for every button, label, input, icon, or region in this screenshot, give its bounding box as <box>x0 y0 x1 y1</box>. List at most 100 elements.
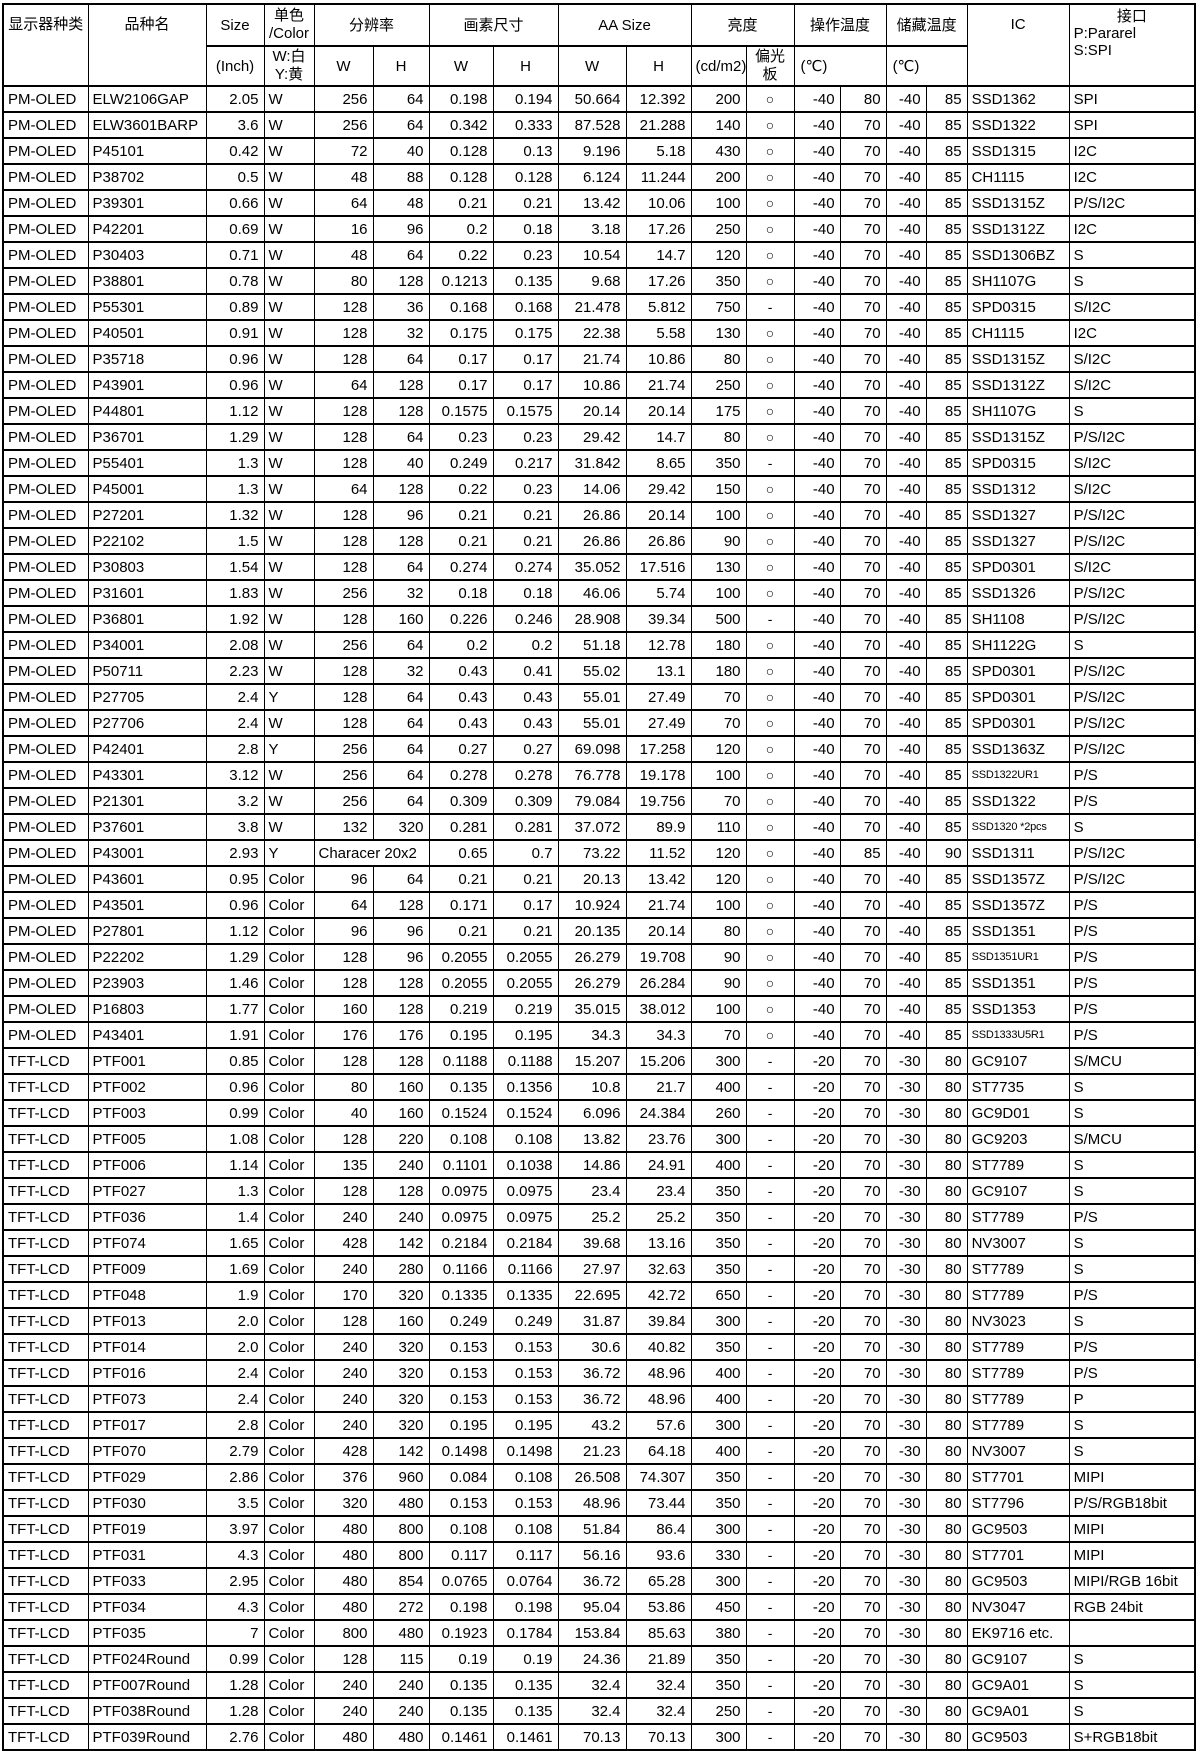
cell-polarizer: ○ <box>745 345 795 373</box>
cell-interface: RGB 24bit <box>1068 1593 1196 1621</box>
table-row: TFT-LCD PTF073 2.4 Color 240 320 0.153 0.153 36.… <box>2 1385 1196 1413</box>
cell-resolution-h: 88 <box>372 163 430 191</box>
cell-aa-w: 32.4 <box>557 1671 627 1699</box>
cell-product-name: P27801 <box>87 917 207 945</box>
cell-product-name: ELW2106GAP <box>87 85 207 113</box>
cell-op-temp-high: 70 <box>839 865 887 893</box>
cell-display-type: PM-OLED <box>2 839 89 867</box>
table-row: TFT-LCD PTF003 0.99 Color 40 160 0.1524 0.1524 6… <box>2 1099 1196 1127</box>
cell-polarizer: ○ <box>745 683 795 711</box>
cell-resolution-h: 480 <box>372 1619 430 1647</box>
cell-aa-h: 48.96 <box>625 1359 692 1387</box>
cell-st-temp-high: 85 <box>925 345 968 373</box>
cell-display-type: PM-OLED <box>2 943 89 971</box>
cell-st-temp-high: 80 <box>925 1099 968 1127</box>
cell-luminance: 120 <box>690 241 747 269</box>
cell-interface: S <box>1068 1151 1196 1179</box>
cell-pixel-w: 0.0765 <box>428 1567 494 1595</box>
cell-interface: S/I2C <box>1068 475 1196 503</box>
display-spec-table: 显示器种类 品种名 Size 单色/Color 分辨率 画素尺寸 AA Size… <box>2 3 1197 1751</box>
cell-luminance: 90 <box>690 527 747 555</box>
cell-pixel-w: 0.1575 <box>428 397 494 425</box>
cell-op-temp-high: 70 <box>839 787 887 815</box>
cell-st-temp-low: -40 <box>885 579 927 607</box>
cell-aa-w: 26.279 <box>557 943 627 971</box>
cell-aa-w: 35.015 <box>557 995 627 1023</box>
cell-display-type: TFT-LCD <box>2 1073 89 1101</box>
cell-op-temp-low: -40 <box>793 969 841 997</box>
cell-resolution-w: 135 <box>313 1151 374 1179</box>
cell-op-temp-low: -40 <box>793 475 841 503</box>
cell-aa-w: 36.72 <box>557 1359 627 1387</box>
cell-st-temp-high: 85 <box>925 241 968 269</box>
cell-polarizer: ○ <box>745 527 795 555</box>
cell-luminance: 140 <box>690 111 747 139</box>
cell-product-name: P39301 <box>87 189 207 217</box>
cell-resolution-h: 64 <box>372 735 430 763</box>
cell-mono-color: Color <box>263 1723 315 1751</box>
cell-pixel-w: 0.128 <box>428 163 494 191</box>
cell-ic: SSD1357Z <box>966 891 1070 919</box>
cell-op-temp-low: -20 <box>793 1177 841 1205</box>
cell-polarizer: - <box>745 1177 795 1205</box>
cell-mono-color: W <box>263 163 315 191</box>
cell-st-temp-high: 80 <box>925 1307 968 1335</box>
cell-mono-color: W <box>263 319 315 347</box>
cell-display-type: PM-OLED <box>2 371 89 399</box>
cell-st-temp-low: -40 <box>885 787 927 815</box>
cell-luminance: 180 <box>690 657 747 685</box>
cell-ic: SSD1311 <box>966 839 1070 867</box>
cell-aa-w: 23.4 <box>557 1177 627 1205</box>
table-row: TFT-LCD PTF039Round 2.76 Color 480 480 0.1461 0… <box>2 1723 1196 1751</box>
cell-mono-color: Color <box>263 1385 315 1413</box>
cell-st-temp-low: -40 <box>885 137 927 165</box>
table-row: PM-OLED P37601 3.8 W 132 320 0.281 0.281 37.072 8… <box>2 813 1196 841</box>
cell-size-inch: 0.5 <box>205 163 265 191</box>
cell-product-name: ELW3601BARP <box>87 111 207 139</box>
cell-op-temp-low: -20 <box>793 1229 841 1257</box>
cell-st-temp-low: -40 <box>885 761 927 789</box>
cell-op-temp-high: 70 <box>839 1619 887 1647</box>
cell-product-name: P55401 <box>87 449 207 477</box>
cell-pixel-h: 0.2 <box>492 631 559 659</box>
col-header-resolution-h: H <box>372 45 430 87</box>
cell-luminance: 650 <box>690 1281 747 1309</box>
cell-product-name: PTF013 <box>87 1307 207 1335</box>
cell-ic: SSD1322UR1 <box>966 761 1070 789</box>
cell-resolution-w: 40 <box>313 1099 374 1127</box>
cell-size-inch: 1.28 <box>205 1671 265 1699</box>
cell-aa-w: 26.279 <box>557 969 627 997</box>
cell-op-temp-high: 85 <box>839 839 887 867</box>
cell-resolution-w: 176 <box>313 1021 374 1049</box>
cell-mono-color: Color <box>263 891 315 919</box>
cell-op-temp-low: -20 <box>793 1307 841 1335</box>
cell-luminance: 70 <box>690 787 747 815</box>
cell-display-type: PM-OLED <box>2 631 89 659</box>
cell-resolution-w: 800 <box>313 1619 374 1647</box>
cell-resolution-h: 96 <box>372 501 430 529</box>
cell-op-temp-high: 70 <box>839 1281 887 1309</box>
cell-size-inch: 4.3 <box>205 1593 265 1621</box>
cell-display-type: PM-OLED <box>2 605 89 633</box>
cell-resolution-w: 128 <box>313 605 374 633</box>
cell-op-temp-high: 70 <box>839 891 887 919</box>
table-row: PM-OLED P42201 0.69 W 16 96 0.2 0.18 3.18 17.26 25… <box>2 215 1196 243</box>
cell-interface: S/I2C <box>1068 449 1196 477</box>
cell-display-type: PM-OLED <box>2 813 89 841</box>
cell-aa-w: 69.098 <box>557 735 627 763</box>
cell-luminance: 250 <box>690 215 747 243</box>
cell-pixel-w: 0.0975 <box>428 1203 494 1231</box>
cell-display-type: PM-OLED <box>2 579 89 607</box>
cell-size-inch: 1.77 <box>205 995 265 1023</box>
cell-resolution-w: 128 <box>313 943 374 971</box>
mono-legend-line1: W:白 <box>272 48 306 65</box>
cell-display-type: PM-OLED <box>2 1021 89 1049</box>
cell-st-temp-high: 85 <box>925 189 968 217</box>
cell-aa-w: 22.38 <box>557 319 627 347</box>
cell-op-temp-high: 70 <box>839 683 887 711</box>
cell-op-temp-high: 70 <box>839 397 887 425</box>
cell-mono-color: Color <box>263 1099 315 1127</box>
cell-st-temp-low: -40 <box>885 865 927 893</box>
table-row: TFT-LCD PTF036 1.4 Color 240 240 0.0975 0.0975 2… <box>2 1203 1196 1231</box>
cell-polarizer: ○ <box>745 917 795 945</box>
